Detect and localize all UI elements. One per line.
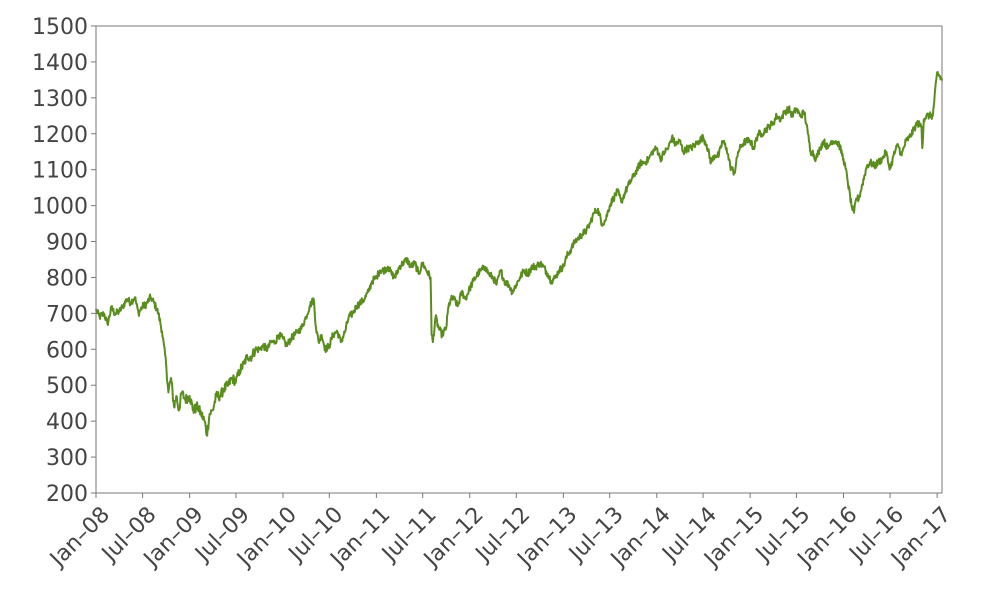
y-tick-label: 800 <box>46 266 88 291</box>
y-tick-label: 700 <box>46 302 88 327</box>
y-tick-label: 1300 <box>32 87 88 112</box>
y-tick-label: 300 <box>46 446 88 471</box>
y-tick-label: 1000 <box>32 195 88 220</box>
y-tick-label: 1100 <box>32 159 88 184</box>
y-tick-label: 500 <box>46 374 88 399</box>
y-tick-label: 1200 <box>32 123 88 148</box>
y-axis: 200 300 400 500 600 700 800 900 1000 1100 1200 1300… <box>32 15 96 507</box>
series-line <box>95 70 943 437</box>
y-tick-label: 900 <box>46 231 88 256</box>
y-tick-label: 1500 <box>32 15 88 40</box>
y-tick-label: 200 <box>46 482 88 507</box>
y-tick-label: 1400 <box>32 51 88 76</box>
series-layer <box>95 70 943 437</box>
plot-frame <box>95 25 943 494</box>
y-tick-label: 400 <box>46 410 88 435</box>
y-tick-label: 600 <box>46 338 88 363</box>
